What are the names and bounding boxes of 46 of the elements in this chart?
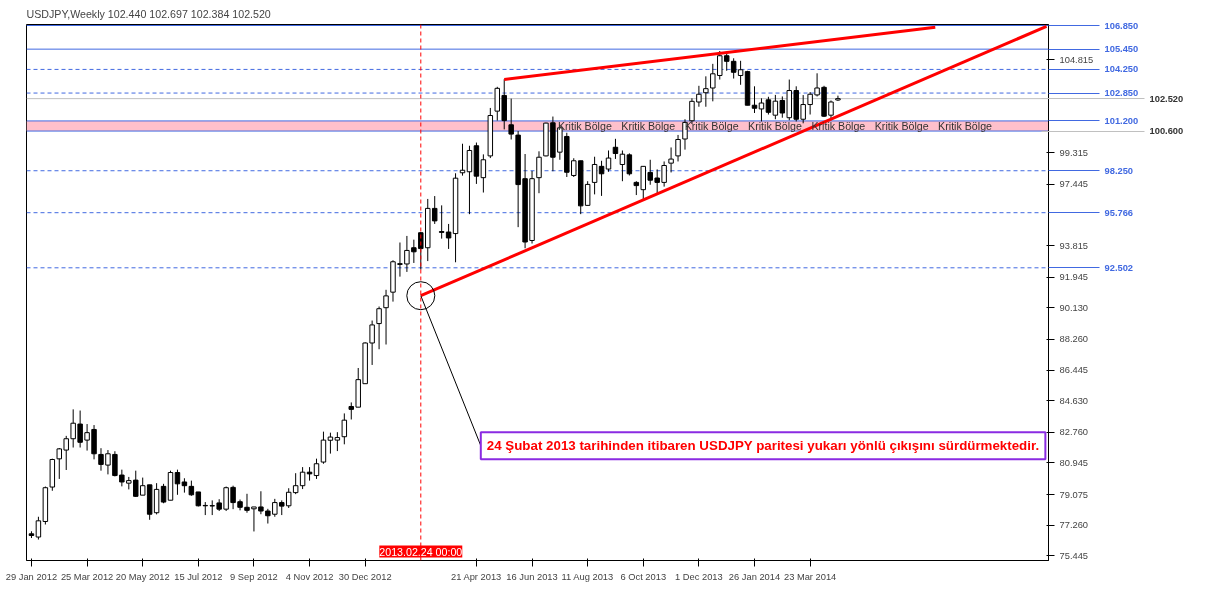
ref-line-label: 2013.02.24 00:00 (379, 545, 463, 558)
x-tick-label: 15 Jul 2012 (174, 571, 223, 582)
y-tick-label: 75.445 (1059, 550, 1089, 561)
y-tick-label: 79.075 (1059, 489, 1089, 500)
x-tick-label: 26 Jan 2014 (728, 571, 781, 582)
ref-line-label: 95.766 (1104, 207, 1134, 218)
x-tick-label: 30 Dec 2012 (338, 571, 392, 582)
x-tick-label: 4 Nov 2012 (285, 571, 334, 582)
x-tick-label: 21 Apr 2013 (451, 571, 502, 582)
y-tick-label: 90.130 (1059, 302, 1089, 313)
ref-line-label: 100.600 (1149, 126, 1184, 137)
x-tick-label: 6 Oct 2013 (620, 571, 667, 582)
x-tick-label: 25 Mar 2012 (60, 571, 114, 582)
x-tick-label: 29 Jan 2012 (5, 571, 58, 582)
y-tick-label: 84.630 (1059, 395, 1089, 406)
x-tick-label: 11 Aug 2013 (561, 571, 614, 582)
chart-title: USDJPY,Weekly 102.440 102.697 102.384 102.520 (26, 7, 271, 20)
ref-line-label: 92.502 (1104, 262, 1134, 273)
ref-line-label: 102.850 (1104, 88, 1139, 99)
y-tick-label: 97.445 (1059, 179, 1089, 190)
y-tick-label: 80.945 (1059, 457, 1089, 468)
x-tick-label: 9 Sep 2012 (230, 571, 278, 582)
ref-line-label: 101.200 (1104, 115, 1139, 126)
x-tick-label: 23 Mar 2014 (783, 571, 837, 582)
annotation: 24 Şubat 2013 tarihinden itibaren USDJPY paritesi yukarı yönlü çıkışını sürdürmektedir. (486, 438, 1040, 454)
y-tick-label: 88.260 (1059, 334, 1089, 345)
ref-line-label: 106.850 (1104, 20, 1139, 31)
ref-line-label: 98.250 (1104, 165, 1134, 176)
ref-line-label: 105.450 (1104, 44, 1139, 55)
y-tick-label: 77.260 (1059, 520, 1089, 531)
annotation: Kritik Bölge (938, 119, 993, 132)
y-tick-label: 93.815 (1059, 240, 1089, 251)
annotation: Kritik Bölge (874, 119, 929, 132)
y-tick-label: 104.815 (1059, 54, 1094, 65)
x-tick-label: 16 Jun 2013 (506, 571, 558, 582)
y-tick-label: 82.760 (1059, 427, 1089, 438)
annotation: Kritik Bölge (557, 119, 612, 132)
annotation: Kritik Bölge (621, 119, 676, 132)
x-tick-label: 20 May 2012 (115, 571, 170, 582)
annotation: Kritik Bölge (748, 119, 802, 132)
y-tick-label: 91.945 (1059, 272, 1089, 283)
ref-line-label: 104.250 (1104, 64, 1139, 75)
y-tick-label: 86.445 (1059, 365, 1089, 376)
y-tick-label: 99.315 (1059, 147, 1089, 158)
x-tick-label: 1 Dec 2013 (675, 571, 723, 582)
ref-line-label: 102.520 (1149, 93, 1184, 104)
